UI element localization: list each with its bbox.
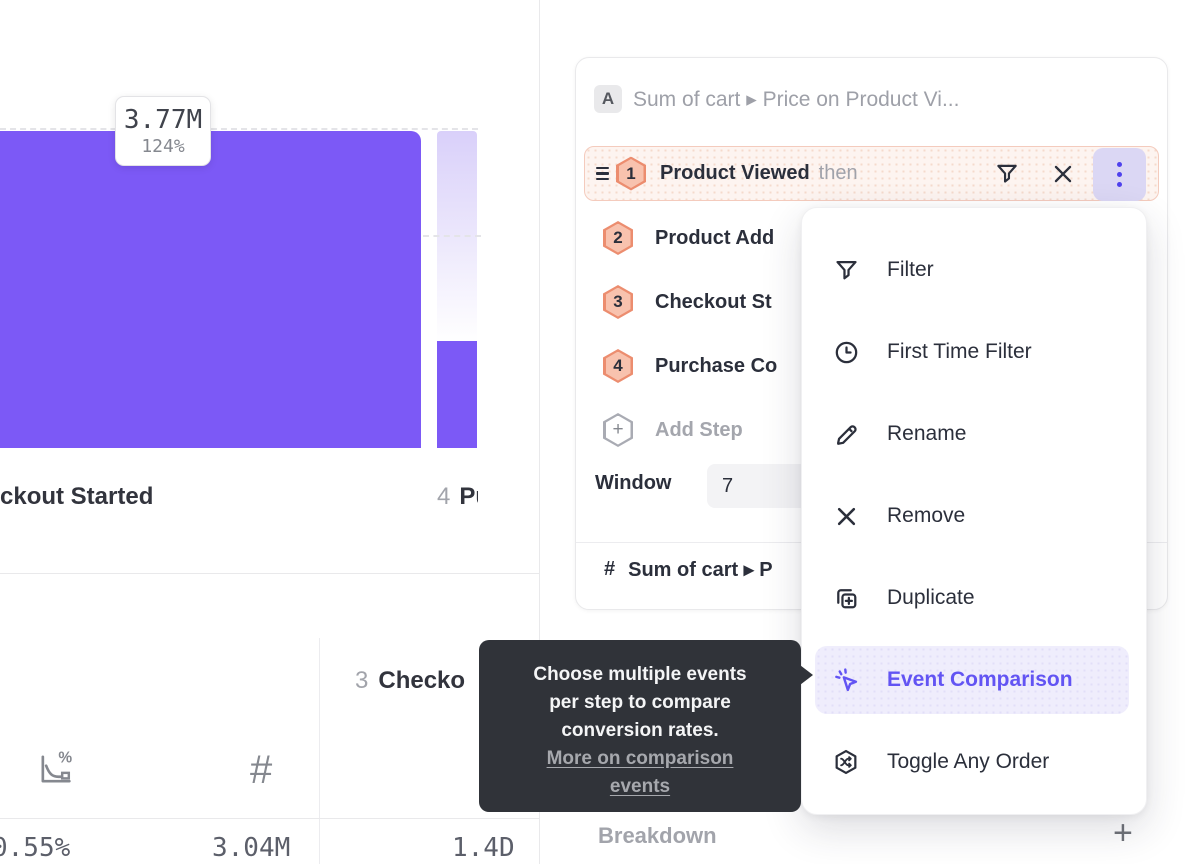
step-options-menu-button[interactable] [1093, 148, 1146, 201]
menu-item-duplicate[interactable]: Duplicate [815, 564, 1129, 632]
reference-dash-line-mid [423, 235, 481, 237]
menu-item-filter[interactable]: Filter [815, 236, 1129, 304]
step-event-name[interactable]: Product Add [655, 226, 775, 249]
footer-metric-label[interactable]: Sum of cart ▸ P [628, 558, 773, 581]
bar-percent: 124% [141, 136, 185, 157]
reference-dash-line-top [0, 128, 478, 130]
add-step-plus-icon: + [603, 413, 633, 447]
tooltip-link[interactable]: events [609, 776, 671, 797]
step-event-name[interactable]: Checkout St [655, 290, 772, 313]
step-row-1[interactable]: 1 Product Viewed then [584, 146, 1159, 201]
step-number-badge: 3 [603, 285, 633, 319]
conversion-rate-icon[interactable]: % [34, 748, 76, 795]
window-label: Window [595, 472, 672, 494]
menu-item-toggle-any-order[interactable]: Toggle Any Order [815, 728, 1129, 796]
step-event-name[interactable]: Product Viewed [660, 162, 810, 184]
add-step-button[interactable]: + Add Step [576, 398, 1166, 462]
step-options-context-menu: Filter First Time Filter Rename Remove [801, 207, 1147, 815]
series-badge: A [594, 85, 622, 113]
table-column-header-step3: 3 Checko [355, 667, 466, 694]
measured-as-row[interactable]: # Sum of cart ▸ P [576, 552, 1166, 586]
event-comparison-icon [831, 665, 861, 695]
x-axis-label-step3: ckout Started [0, 483, 154, 510]
menu-item-event-comparison[interactable]: Event Comparison [815, 646, 1129, 714]
duplicate-icon [831, 583, 861, 613]
filter-icon [831, 255, 861, 285]
table-cell-conversion: 0.55% [0, 833, 71, 863]
filter-icon[interactable] [994, 161, 1020, 187]
count-icon[interactable]: # [250, 748, 273, 792]
drag-handle-icon[interactable] [596, 166, 609, 181]
step-event-name[interactable]: Purchase Co [655, 354, 778, 377]
hash-icon: # [604, 557, 616, 580]
step-row-3[interactable]: 3 Checkout St [576, 270, 1166, 334]
funnel-bar-step3[interactable] [0, 131, 421, 448]
funnel-bar-step4[interactable] [437, 341, 477, 448]
event-comparison-tooltip: Choose multiple events per step to compa… [479, 640, 801, 812]
breakdown-section-label: Breakdown [598, 823, 717, 848]
table-cell-count: 3.04M [212, 833, 291, 863]
table-cell-time: 1.4D [452, 833, 515, 863]
series-metric-label[interactable]: Sum of cart ▸ Price on Product Vi... [633, 88, 960, 111]
step-row-4[interactable]: 4 Purchase Co [576, 334, 1166, 398]
step-suffix: then [818, 162, 858, 184]
table-column-divider [319, 638, 320, 864]
tooltip-arrow [796, 662, 813, 688]
menu-item-first-time-filter[interactable]: First Time Filter [815, 318, 1129, 386]
add-breakdown-button[interactable]: + [1113, 814, 1133, 852]
funnel-compare-bar-gradient [437, 131, 477, 343]
pencil-icon [831, 419, 861, 449]
step-number-badge: 4 [603, 349, 633, 383]
table-row-divider [0, 818, 540, 819]
section-divider [0, 573, 540, 574]
remove-step-x-icon[interactable] [1050, 161, 1076, 187]
bar-value: 3.77M [123, 105, 203, 135]
clock-icon [831, 337, 861, 367]
menu-item-rename[interactable]: Rename [815, 400, 1129, 468]
svg-text:%: % [58, 749, 72, 766]
tooltip-link[interactable]: More on comparison [546, 748, 734, 769]
step-row-2[interactable]: 2 Product Add [576, 206, 1166, 270]
bar-value-tooltip: 3.77M 124% [115, 96, 211, 166]
step-number-badge: 1 [616, 156, 646, 191]
x-icon [831, 501, 861, 531]
shuffle-hexagon-icon [831, 747, 861, 777]
menu-item-remove[interactable]: Remove [815, 482, 1129, 550]
step-number-badge: 2 [603, 221, 633, 255]
